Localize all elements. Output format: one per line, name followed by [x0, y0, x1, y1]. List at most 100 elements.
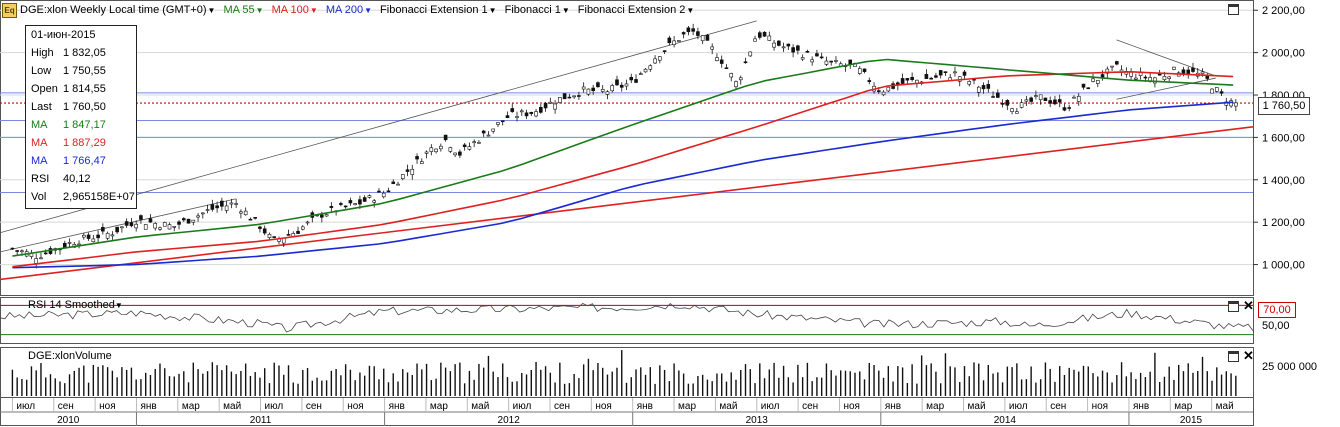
infobox-row-open: Open 1 814,55 — [31, 83, 106, 95]
candle-body — [862, 68, 867, 72]
month-label: сен — [306, 401, 322, 412]
candle-body — [148, 218, 153, 223]
candle-body — [229, 202, 234, 205]
price-panel — [0, 0, 1254, 296]
fib-ext1-legend[interactable]: Fibonacci Extension 1▼ — [380, 4, 497, 16]
candle-body — [800, 57, 805, 60]
rsi-maximize-icon[interactable] — [1228, 301, 1239, 312]
rsi-panel-title[interactable]: RSI 14 Smoothed▼ — [28, 299, 123, 311]
candle-body — [686, 27, 691, 33]
candle-body — [405, 169, 410, 172]
candle-body — [124, 221, 129, 226]
volume-close-icon[interactable]: ✕ — [1243, 348, 1254, 363]
month-label: сен — [802, 401, 818, 412]
candle-body — [519, 110, 524, 113]
candle-body — [91, 238, 96, 243]
month-label: янв — [885, 401, 901, 412]
year-label: 2013 — [746, 415, 769, 426]
candle-body — [453, 152, 457, 156]
month-label: май — [719, 401, 737, 412]
rsi-close-icon[interactable]: ✕ — [1243, 298, 1254, 313]
candle-body — [20, 250, 24, 253]
candle-body — [210, 204, 215, 210]
candle-body — [658, 56, 662, 61]
candle-body — [729, 73, 734, 78]
candle-body — [710, 46, 714, 50]
candle-body — [629, 77, 634, 81]
data-window: 01-июн-2015 High 1 832,05 Low 1 750,55 Ope… — [25, 25, 137, 209]
candle-body — [539, 107, 543, 113]
candle-body — [439, 145, 443, 150]
month-label: ноя — [99, 401, 116, 412]
candle-body — [529, 111, 534, 114]
candle-body — [681, 32, 686, 35]
month-label: мар — [182, 401, 200, 412]
candle-body — [377, 190, 381, 193]
volume-maximize-icon[interactable] — [1228, 351, 1239, 362]
month-label: июл — [16, 401, 35, 412]
candle-body — [272, 236, 277, 238]
candle-body — [477, 142, 481, 144]
ma100-line — [12, 70, 1234, 268]
year-label: 2015 — [1180, 415, 1203, 426]
month-label: янв — [1133, 401, 1149, 412]
candle-body — [1067, 107, 1072, 109]
candle-body — [515, 116, 519, 118]
candle-body — [339, 203, 343, 205]
candle-body — [491, 128, 496, 132]
month-label: июл — [761, 401, 780, 412]
candle-body — [943, 71, 948, 73]
candle-body — [905, 78, 910, 81]
candle-body — [619, 84, 624, 88]
candle-body — [262, 228, 267, 234]
candle-body — [562, 93, 567, 100]
candle-body — [486, 134, 491, 137]
y-tick-label: 2 200,00 — [1262, 5, 1305, 17]
fib1-legend[interactable]: Fibonacci 1▼ — [504, 4, 570, 16]
candle-body — [762, 31, 767, 37]
chart-legend: Eq DGE:xlon Weekly Local time (GMT+0)▼ M… — [0, 2, 702, 18]
infobox-row-ma55: MA 1 847,17 — [31, 119, 106, 131]
candle-body — [900, 78, 905, 84]
candle-body — [834, 60, 838, 62]
candle-body — [719, 59, 724, 64]
candle-body — [1191, 67, 1195, 72]
candle-body — [143, 224, 148, 230]
month-label: ноя — [595, 401, 612, 412]
ma55-legend[interactable]: MA 55▼ — [223, 4, 264, 16]
candle-body — [329, 206, 334, 208]
rsi-panel — [0, 297, 1254, 344]
month-label: июл — [1009, 401, 1028, 412]
candle-body — [886, 86, 891, 92]
candle-body — [67, 242, 72, 244]
candle-body — [443, 134, 448, 141]
ma200-legend[interactable]: MA 200▼ — [325, 4, 373, 16]
ma100-legend[interactable]: MA 100▼ — [271, 4, 318, 16]
candle-body — [605, 91, 610, 95]
candle-body — [991, 96, 995, 98]
symbol-label[interactable]: DGE:xlon Weekly Local time (GMT+0)▼ — [20, 4, 216, 16]
infobox-row-ma200: MA 1 766,47 — [31, 155, 106, 167]
candle-body — [372, 200, 376, 203]
maximize-icon[interactable] — [1228, 4, 1239, 15]
fib-ext2-legend[interactable]: Fibonacci Extension 2▼ — [577, 4, 695, 16]
eq-chart-icon[interactable]: Eq — [2, 2, 17, 18]
candle-body — [696, 31, 700, 36]
candle-body — [624, 83, 629, 87]
candle-body — [1129, 71, 1133, 77]
month-label: янв — [140, 401, 156, 412]
month-label: мар — [430, 401, 448, 412]
candle-body — [305, 221, 310, 224]
candle-body — [86, 234, 91, 239]
candle-body — [101, 227, 105, 232]
trend-line — [1116, 39, 1216, 77]
candle-body — [581, 86, 586, 90]
candle-body — [781, 46, 786, 49]
candle-body — [381, 192, 386, 198]
candle-body — [1167, 76, 1171, 79]
candle-body — [167, 224, 172, 230]
volume-tick-label: 25 000 000 — [1262, 361, 1318, 373]
candle-body — [1210, 88, 1214, 94]
candle-body — [757, 32, 762, 38]
